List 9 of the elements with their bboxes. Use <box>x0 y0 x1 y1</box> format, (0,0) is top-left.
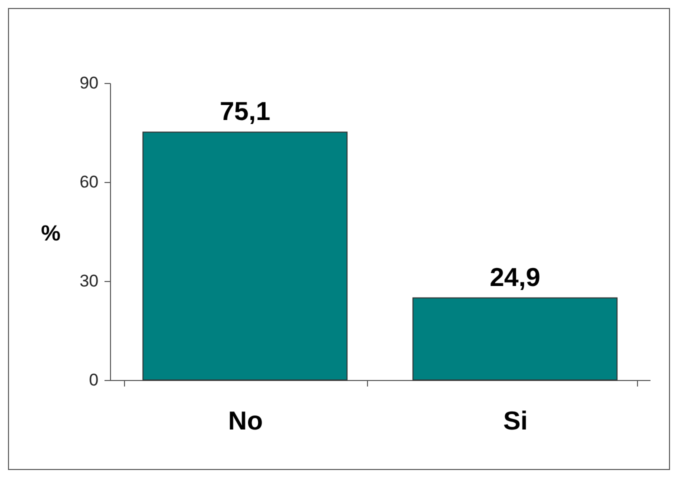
x-tick-label: No <box>228 406 263 436</box>
data-label: 75,1 <box>220 96 270 126</box>
y-tick-label: 90 <box>80 74 98 92</box>
y-tick-label: 0 <box>89 370 98 390</box>
y-axis-title: % <box>40 220 60 246</box>
data-label: 24,9 <box>490 262 540 292</box>
x-tick-label: Si <box>503 406 528 436</box>
y-tick-label: 60 <box>80 172 98 192</box>
y-tick-label: 30 <box>80 272 98 290</box>
